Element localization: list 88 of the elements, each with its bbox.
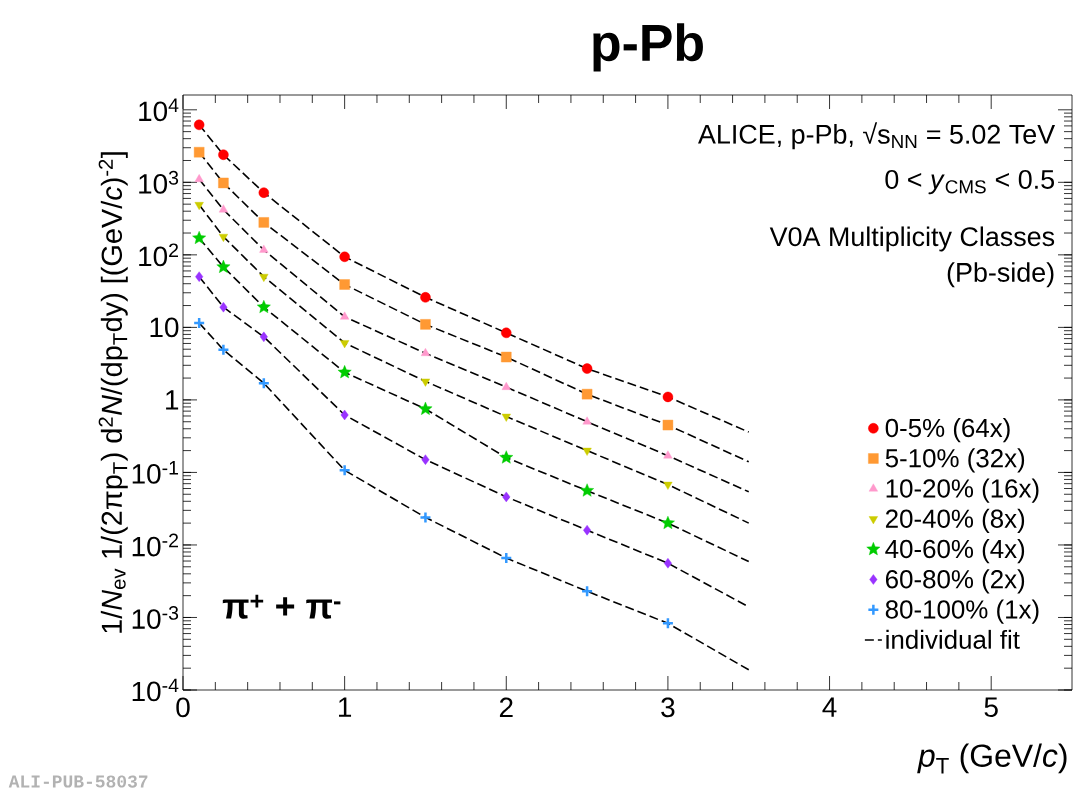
legend-label: 5-10% (32x) [885, 448, 1025, 473]
y-tick-label: 10$^{-1}$ [132, 461, 179, 484]
legend-label: 60-80% (2x) [885, 569, 1025, 594]
point [663, 450, 673, 459]
legend-label: 0-5% (64x) [885, 418, 1010, 443]
annotation: π$^{+}$ + π$^{-}$ [222, 594, 341, 619]
point [501, 351, 512, 363]
chart-title: p-Pb [593, 23, 703, 72]
point [420, 292, 431, 303]
y-tick-label: 10$^{-2}$ [132, 533, 178, 557]
point [339, 279, 350, 290]
y-tick-label: 10$^{-3}$ [132, 606, 179, 629]
point [194, 202, 204, 210]
point [218, 149, 229, 160]
point [419, 511, 432, 524]
line-series [198, 322, 750, 671]
point [340, 409, 349, 421]
text: 1/N$_{ev}$ 1/(2πp$_{T}$) d$^{2}$N/(dp$_{T}$dy) [(GeV/c)$^{-2}$] [98, 152, 128, 633]
point [499, 450, 514, 464]
point [257, 376, 271, 390]
y-tick-label: 10$^{2}$ [139, 243, 178, 267]
point [581, 388, 593, 400]
point [583, 524, 592, 536]
point [256, 299, 271, 314]
point [420, 378, 430, 387]
legend-label: 40-60% (4x) [885, 539, 1025, 564]
legend-label: individual fit [886, 629, 1020, 649]
point [195, 271, 204, 282]
point [194, 174, 204, 183]
x-axis-title: p$_{T}$ (GeV/c) [917, 743, 1067, 774]
annotation: V0A Multiplicity Classes [769, 226, 1055, 252]
point [420, 319, 431, 330]
point [218, 204, 228, 213]
point [340, 340, 350, 349]
point [663, 481, 673, 490]
annotation: 0 < y$_{CMS}$ < 0.5 [885, 169, 1054, 195]
point [582, 447, 592, 456]
point [581, 363, 593, 374]
y-tick-label: 10$^{4}$ [139, 98, 179, 122]
x-tick-label: 2 [499, 697, 513, 717]
legend-label: 20-40% (8x) [885, 508, 1025, 533]
x-tick-label: 3 [661, 697, 675, 718]
point [501, 381, 511, 390]
legend-label: 10-20% (16x) [886, 478, 1039, 503]
point [193, 119, 205, 131]
point [662, 419, 674, 431]
y-tick-label: 10 [150, 317, 179, 338]
legend-label: 80-100% (1x) [885, 599, 1039, 624]
x-tick-label: 4 [822, 697, 837, 717]
point [337, 365, 352, 379]
point [217, 343, 230, 357]
point [192, 316, 206, 330]
x-tick-label: 0 [176, 697, 190, 718]
point [259, 244, 269, 253]
point [580, 585, 594, 598]
point [582, 416, 592, 425]
text: ALI-PUB-58037 [8, 775, 148, 788]
point [259, 331, 268, 343]
point [421, 454, 430, 465]
point [258, 187, 270, 198]
x-tick-label: 1 [339, 697, 352, 717]
point [218, 233, 228, 242]
point [219, 301, 228, 313]
point [420, 348, 430, 356]
point [502, 491, 511, 503]
y-tick-label: 1 [166, 390, 179, 410]
point [340, 311, 350, 320]
point [661, 617, 675, 630]
annotation: (Pb-side) [947, 262, 1054, 288]
point [259, 273, 269, 282]
y-tick-label: 10$^{3}$ [139, 170, 179, 194]
x-tick-label: 5 [984, 697, 998, 717]
annotation: ALICE, p-Pb, √s$_{NN}$ = 5.02 TeV [698, 122, 1056, 150]
point [339, 251, 350, 262]
point [258, 217, 270, 228]
point [661, 515, 675, 529]
point [216, 259, 231, 273]
point [218, 177, 229, 189]
point [501, 413, 511, 422]
point [580, 483, 594, 497]
point [418, 401, 433, 415]
point [192, 230, 207, 244]
point [500, 551, 513, 565]
point [193, 147, 205, 158]
point [662, 391, 674, 403]
point [501, 327, 512, 339]
point [338, 464, 351, 477]
point [663, 558, 672, 569]
